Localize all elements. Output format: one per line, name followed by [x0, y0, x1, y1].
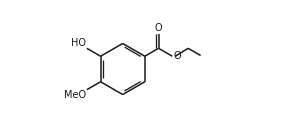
Text: O: O [155, 23, 163, 33]
Text: HO: HO [71, 38, 86, 48]
Text: MeO: MeO [64, 90, 86, 100]
Text: O: O [174, 51, 181, 61]
